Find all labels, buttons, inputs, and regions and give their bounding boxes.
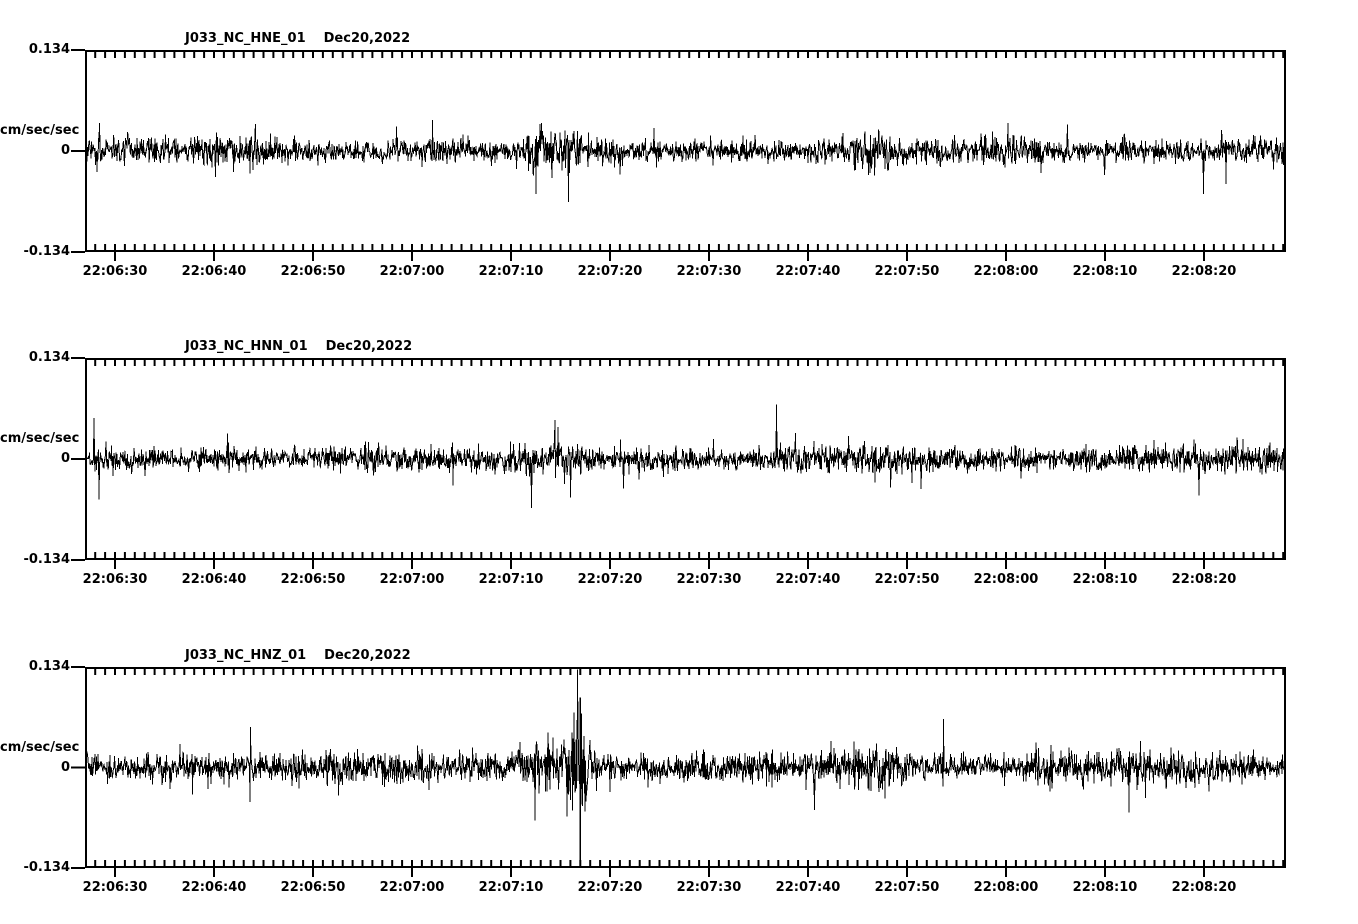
x-axis-tick-label: 22:07:40 [775, 880, 841, 895]
x-axis-tick-label: 22:06:50 [280, 572, 346, 587]
y-axis-max-label: 0.134 [28, 350, 70, 365]
x-axis-tick-label: 22:07:40 [775, 572, 841, 587]
x-axis-tick-label: 22:06:40 [181, 572, 247, 587]
x-axis-tick-label: 22:06:50 [280, 880, 346, 895]
y-axis-min-label: -0.134 [23, 552, 70, 567]
x-axis-tick-label: 22:07:30 [676, 264, 742, 279]
plot-frame [85, 667, 1286, 868]
x-axis-tick-label: 22:08:20 [1171, 572, 1237, 587]
y-axis-max-label: 0.134 [28, 42, 70, 57]
y-axis-zero-label: 0 [60, 143, 70, 158]
x-axis-tick-label: 22:06:50 [280, 264, 346, 279]
x-axis-tick-label: 22:06:30 [82, 264, 148, 279]
panel-date-label: Dec20,2022 [323, 31, 411, 46]
waveform-trace [87, 669, 1284, 866]
x-axis-tick-label: 22:07:20 [577, 880, 643, 895]
panel-title: J033_NC_HNN_01 Dec20,2022 [185, 339, 412, 354]
y-axis-min-label: -0.134 [23, 244, 70, 259]
waveform-trace [87, 52, 1284, 250]
x-axis-tick-label: 22:06:30 [82, 572, 148, 587]
x-axis-tick-label: 22:06:40 [181, 264, 247, 279]
x-axis-tick-label: 22:07:40 [775, 264, 841, 279]
x-axis-tick-label: 22:08:10 [1072, 572, 1138, 587]
y-axis-units-label: cm/sec/sec [0, 123, 80, 138]
y-axis-zero-label: 0 [60, 451, 70, 466]
y-axis-min-label: -0.134 [23, 860, 70, 875]
station-channel-label: J033_NC_HNE_01 [185, 31, 306, 46]
x-axis-tick-label: 22:07:10 [478, 572, 544, 587]
y-axis-zero-label: 0 [60, 759, 70, 775]
x-axis-tick-label: 22:07:30 [676, 880, 742, 895]
y-axis-units-label: cm/sec/sec [0, 431, 80, 446]
x-axis-tick-label: 22:07:20 [577, 572, 643, 587]
station-channel-label: J033_NC_HNZ_01 [185, 648, 307, 663]
x-axis-tick-label: 22:07:30 [676, 572, 742, 587]
x-axis-tick-label: 22:08:20 [1171, 880, 1237, 895]
axis-ticks [71, 666, 1285, 877]
station-channel-label: J033_NC_HNN_01 [185, 339, 308, 354]
y-axis-max-label: 0.134 [28, 659, 70, 674]
panel-title: J033_NC_HNZ_01 Dec20,2022 [185, 648, 411, 663]
x-axis-tick-label: 22:08:10 [1072, 880, 1138, 895]
plot-frame [85, 358, 1286, 560]
x-axis-tick-label: 22:06:40 [181, 880, 247, 895]
x-axis-tick-label: 22:07:00 [379, 264, 445, 279]
x-axis-tick-label: 22:08:10 [1072, 264, 1138, 279]
axis-ticks [71, 49, 1285, 261]
x-axis-tick-label: 22:07:50 [874, 264, 940, 279]
axis-ticks [71, 357, 1285, 569]
x-axis-tick-label: 22:08:00 [973, 264, 1039, 279]
x-axis-tick-label: 22:07:50 [874, 880, 940, 895]
x-axis-tick-label: 22:07:10 [478, 880, 544, 895]
x-axis-tick-label: 22:06:30 [82, 880, 148, 895]
x-axis-tick-label: 22:07:10 [478, 264, 544, 279]
waveform-trace [87, 360, 1284, 558]
x-axis-tick-label: 22:08:20 [1171, 264, 1237, 279]
x-axis-tick-label: 22:07:20 [577, 264, 643, 279]
x-axis-tick-label: 22:07:00 [379, 572, 445, 587]
panel-date-label: Dec20,2022 [325, 339, 413, 354]
panel-date-label: Dec20,2022 [324, 648, 411, 663]
plot-frame [85, 50, 1286, 252]
x-axis-tick-label: 22:07:00 [379, 880, 445, 895]
x-axis-tick-label: 22:08:00 [973, 572, 1039, 587]
x-axis-tick-label: 22:07:50 [874, 572, 940, 587]
x-axis-tick-label: 22:08:00 [973, 880, 1039, 895]
panel-title: J033_NC_HNE_01 Dec20,2022 [185, 31, 410, 46]
y-axis-units-label: cm/sec/sec [0, 739, 80, 755]
